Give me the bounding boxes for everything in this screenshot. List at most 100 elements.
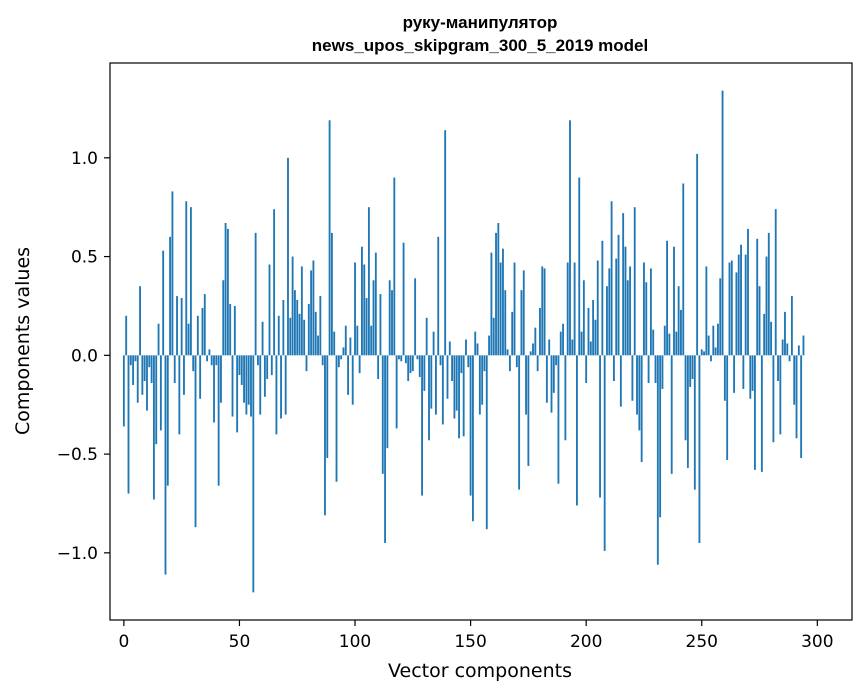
chart-subtitle: news_upos_skipgram_300_5_2019 model [312,36,648,55]
bar [152,355,155,500]
bar [529,351,532,356]
bar [398,355,400,360]
bar [199,355,202,399]
bar [432,331,435,356]
bar [670,355,673,474]
bar [162,250,165,356]
bar [455,355,458,411]
bar [717,323,719,356]
bar [247,355,250,405]
bar [254,232,257,356]
bar [435,355,437,415]
bar [173,355,176,383]
bar [749,355,752,399]
bar [451,355,454,382]
bar [358,355,361,374]
bar [143,355,146,382]
bar [629,266,632,356]
bar [185,201,188,356]
bar [763,313,766,356]
bar [240,355,243,385]
bar [330,232,333,356]
bar [391,290,393,356]
bar [462,355,465,437]
bar [573,262,576,356]
bar [721,90,724,356]
bar [236,355,239,433]
bar [284,355,287,415]
bar [259,355,262,415]
bar [282,300,285,356]
bar [361,246,363,356]
bar [485,355,488,530]
y-tick-label: 0.0 [71,346,98,366]
bar [342,347,345,356]
bar [180,298,183,356]
bar [210,355,213,366]
bar [381,355,384,474]
bar [481,355,484,405]
bar [291,256,294,356]
bar [686,355,689,468]
bar [324,355,326,516]
bar [201,307,204,356]
bar [636,355,638,415]
bar [800,355,803,459]
bar [303,319,306,356]
bar [631,355,634,401]
bar [155,355,158,445]
bar [767,232,770,356]
bar [680,309,682,356]
bar [626,280,629,356]
bar [421,355,423,496]
bar [520,290,523,356]
bar [335,355,338,482]
bar [317,335,319,356]
bar [726,355,729,461]
bar [587,307,590,356]
bar [178,355,181,435]
bar [187,323,190,356]
bar [684,355,687,441]
bar [344,325,347,356]
bar [612,355,615,382]
bar [578,177,581,356]
bar [365,298,368,356]
plot-frame [109,62,853,621]
bar [437,236,440,356]
bar [536,355,539,372]
bar [580,331,583,356]
bar [495,232,497,356]
bar [215,355,218,366]
y-axis-label: Components values [12,247,34,435]
bar [347,355,350,395]
bar [793,355,796,405]
bar [305,355,308,372]
bar [564,355,567,441]
bar [633,207,636,356]
bar [615,258,618,356]
bar [169,236,172,356]
bar [423,355,426,391]
x-axis-label: Vector components [388,660,572,682]
bar [733,355,736,393]
bar [772,355,775,443]
bar [483,355,486,372]
bar [233,305,236,356]
bar [802,335,805,356]
bar [252,355,255,593]
bar [740,244,742,356]
bar [756,238,759,356]
bar [559,331,562,356]
bar [238,355,241,376]
bar [502,248,504,356]
bar [758,286,761,356]
x-tick-label: 0 [118,632,129,652]
bar [129,355,132,366]
bar [444,130,447,356]
bar [294,290,296,356]
bar [349,337,352,356]
bar [307,303,310,356]
bar [460,355,463,374]
